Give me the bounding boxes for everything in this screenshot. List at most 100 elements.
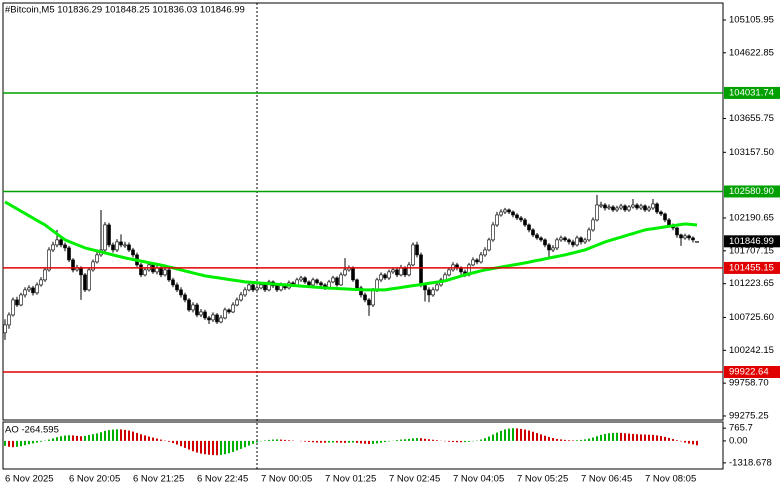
ao-bar: [644, 434, 646, 441]
ao-bar: [176, 440, 178, 445]
ao-bar: [56, 437, 58, 441]
ao-bar: [128, 430, 130, 441]
ao-bar: [132, 431, 134, 441]
ao-bar: [480, 439, 482, 441]
ao-bar: [376, 440, 378, 444]
ao-bar: [88, 435, 90, 441]
candle-body: [171, 279, 175, 286]
candle-body: [115, 241, 119, 251]
ao-bar: [400, 439, 402, 441]
ao-bar: [584, 439, 586, 441]
candle-body: [263, 284, 267, 291]
candle-body: [311, 279, 315, 286]
candle-body: [447, 269, 451, 276]
candle-body: [427, 289, 431, 296]
ao-bar: [668, 437, 670, 441]
candle-body: [315, 279, 319, 284]
ao-bar: [500, 430, 502, 441]
y-tick-label: 99275.25: [729, 410, 769, 421]
price-label-box: [724, 235, 780, 248]
x-tick-label: 7 Nov 00:05: [261, 474, 312, 485]
candle-body: [515, 214, 519, 219]
ao-bar: [284, 439, 286, 441]
ao-bar: [628, 433, 630, 441]
ao-bar: [552, 438, 554, 441]
ao-bar: [180, 440, 182, 447]
ao-bar: [72, 435, 74, 441]
candle-body: [487, 239, 491, 251]
y-tick-label: 101707.15: [729, 245, 774, 256]
ao-bar: [576, 440, 578, 441]
candle-body: [307, 281, 311, 286]
ao-bar: [240, 440, 242, 449]
y-tick-label: 765.7: [729, 423, 753, 434]
ao-bar: [256, 440, 258, 443]
x-tick-label: 6 Nov 22:45: [197, 474, 248, 485]
candle-body: [615, 207, 619, 211]
ao-bar: [264, 440, 266, 441]
ao-bar: [364, 440, 366, 444]
candle-body: [371, 289, 375, 306]
ao-bar: [52, 438, 54, 441]
candle-body: [619, 205, 623, 209]
moving-average: [4, 200, 698, 292]
candle-body: [267, 281, 271, 291]
candle-body: [103, 224, 107, 251]
candle-body: [667, 219, 671, 226]
ao-bar: [80, 436, 82, 441]
y-tick-label: 105105.95: [729, 14, 774, 25]
candle-body: [559, 237, 563, 241]
ao-bar: [528, 430, 530, 441]
ao-bar: [280, 439, 282, 441]
ao-bar: [652, 434, 654, 441]
ao-bar: [368, 440, 370, 445]
candle-body: [491, 224, 495, 241]
price-panel: [2, 2, 724, 421]
ao-bar: [636, 434, 638, 441]
ao-bar: [672, 439, 674, 441]
ao-bar: [416, 438, 418, 441]
ao-bar: [340, 440, 342, 443]
y-tick-label: 104622.85: [729, 47, 774, 58]
candle-body: [219, 317, 223, 323]
ao-bar: [192, 440, 194, 452]
candle-body: [687, 235, 691, 239]
ao-bar: [496, 432, 498, 441]
candle-body: [531, 229, 535, 236]
ao-bar: [196, 440, 198, 453]
candle-body: [3, 324, 7, 334]
ao-bar: [140, 434, 142, 441]
candle-body: [27, 287, 31, 291]
ao-bar: [12, 440, 14, 448]
ao-bar: [384, 440, 386, 443]
candle-body: [363, 294, 367, 301]
ao-bar: [580, 439, 582, 441]
ao-bar: [540, 434, 542, 441]
ao-bar: [8, 440, 10, 447]
candle-body: [431, 289, 435, 296]
ao-bar: [184, 440, 186, 448]
ao-bar: [308, 440, 310, 442]
candle-body: [635, 204, 639, 209]
level-label-box: [724, 86, 780, 99]
candle-body: [379, 274, 383, 281]
candle-body: [255, 287, 259, 291]
candle-body: [295, 279, 299, 286]
candle-body: [251, 284, 255, 291]
ao-bar: [448, 440, 450, 442]
ao-bar: [484, 438, 486, 441]
level-label: 101455.15: [729, 262, 774, 273]
candle-body: [387, 271, 391, 279]
ao-bar: [424, 438, 426, 441]
ao-bar: [152, 437, 154, 441]
ao-bar: [200, 440, 202, 454]
ao-bar: [596, 436, 598, 441]
candle-body: [383, 274, 387, 279]
ao-bar: [692, 440, 694, 445]
candle-body: [475, 259, 479, 263]
ao-bar: [564, 439, 566, 441]
ao-bar: [76, 435, 78, 441]
candle-body: [595, 204, 599, 221]
candle-body: [79, 267, 83, 276]
